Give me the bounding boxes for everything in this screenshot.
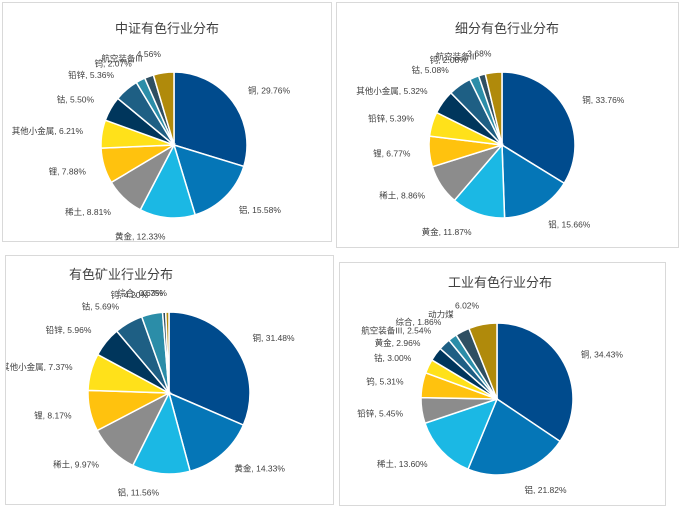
data-label: 铅锌, 5.39%: [368, 114, 414, 124]
data-label: 黄金, 14.33%: [234, 464, 285, 474]
data-label: 航空装备III, 2.54%: [361, 326, 431, 336]
data-label: 铝, 21.82%: [525, 485, 567, 495]
chart-title: 细分有色行业分布: [455, 21, 559, 36]
data-label: 锂, 6.77%: [373, 148, 411, 158]
data-label: 6.02%: [455, 301, 480, 311]
data-label: 0.75%: [143, 288, 168, 298]
data-label: 3.68%: [467, 49, 492, 59]
data-label: 铜, 34.43%: [581, 349, 623, 359]
chart-title: 中证有色行业分布: [115, 21, 219, 36]
chart-panel-csi: 中证有色行业分布铜, 29.76% 铝, 15.58% 黄金, 12.33% 稀土, …: [2, 2, 332, 242]
pie-slice-铜: [173, 71, 248, 168]
chart-panel-mining: 有色矿业行业分布铜, 31.48% 黄金, 14.33% 铝, 11.56% 稀土, …: [5, 255, 334, 505]
data-label: 综合, 1.86%: [395, 317, 441, 327]
pie-slice-其他: [484, 71, 503, 146]
pie-slice-铝: [501, 143, 566, 219]
data-label: 航空装备III: [436, 52, 477, 62]
data-label: 动力煤: [428, 309, 454, 319]
chart-panel-subsector: 细分有色行业分布铜, 33.76% 铝, 15.66% 黄金, 11.87% 稀土, …: [336, 2, 679, 248]
data-label: 铝, 15.66%: [548, 220, 590, 230]
data-label: 铅锌, 5.36%: [68, 70, 114, 80]
data-label: 综合, 0.63%: [117, 288, 163, 298]
pie-slice-其他: [467, 322, 498, 400]
data-label: 黄金, 2.96%: [375, 338, 421, 348]
data-label: 钴, 5.69%: [82, 301, 120, 311]
data-label: 钴, 5.08%: [411, 65, 449, 75]
data-label: 黄金, 11.87%: [422, 227, 472, 237]
data-label: 铅锌, 5.45%: [357, 409, 403, 419]
data-label: 铜, 31.48%: [253, 333, 295, 343]
data-label: 稀土, 8.81%: [65, 207, 111, 217]
data-label: 其他小金属, 6.21%: [12, 126, 84, 136]
data-label: 其他小金属, 5.32%: [356, 86, 428, 96]
chart-panel-industrial: 工业有色行业分布铜, 34.43% 铝, 21.82% 稀土, 13.60% 铅锌, …: [339, 262, 666, 506]
pie-slice-其他: [152, 71, 175, 146]
data-label: 铜, 33.76%: [582, 95, 624, 105]
data-label: 稀土, 8.86%: [379, 191, 425, 201]
data-label: 铜, 29.76%: [248, 85, 290, 95]
chart-title: 工业有色行业分布: [448, 275, 552, 290]
data-label: 锂, 7.88%: [49, 166, 87, 176]
data-label: 钨, 5.31%: [366, 377, 404, 387]
pie-slice-铝: [466, 397, 562, 476]
pie-slice-铜: [496, 322, 574, 443]
data-label: 铝, 15.58%: [239, 205, 281, 215]
data-label: 其他小金属, 7.37%: [6, 362, 73, 372]
data-label: 4.56%: [137, 49, 162, 59]
data-label: 钨, 4.20%: [111, 290, 149, 300]
data-label: 稀土, 13.60%: [377, 459, 428, 469]
data-label: 稀土, 9.97%: [53, 459, 99, 469]
chart-title: 有色矿业行业分布: [69, 267, 173, 282]
pie-slice-其他: [164, 311, 170, 394]
data-label: 钨, 2.07%: [94, 58, 132, 68]
data-label: 航空装备III: [101, 54, 142, 64]
pie-slice-铜: [168, 311, 251, 427]
pie-slice-稀土: [424, 397, 499, 471]
data-label: 钴, 5.50%: [57, 94, 95, 104]
pie-slice-黄金: [167, 391, 245, 473]
pie-slice-铝: [172, 143, 245, 216]
data-label: 锂, 8.17%: [34, 410, 72, 420]
data-label: 铝, 11.56%: [118, 488, 160, 498]
data-label: 铅锌, 5.96%: [46, 325, 92, 335]
data-label: 钴, 3.00%: [374, 353, 412, 363]
data-label: 钨, 2.08%: [430, 55, 468, 65]
data-label: 黄金, 12.33%: [115, 232, 166, 241]
